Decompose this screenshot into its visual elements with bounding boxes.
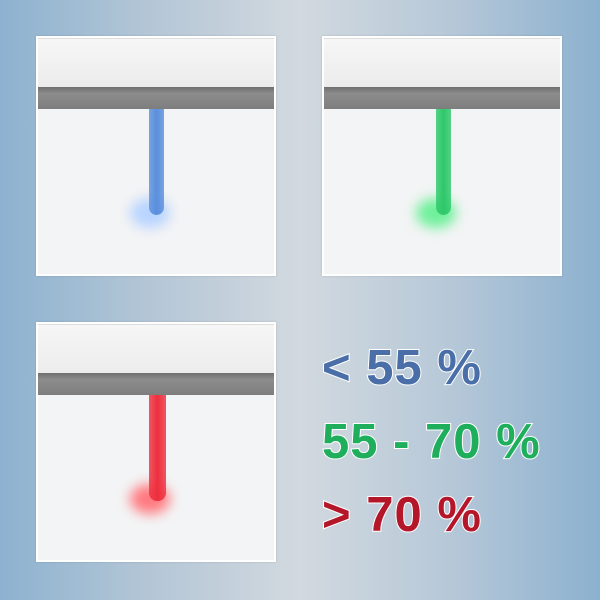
gray-bar bbox=[38, 87, 274, 109]
legend-mid: 55 - 70 % bbox=[321, 414, 541, 470]
green-tube bbox=[436, 109, 451, 215]
legend-low: < 55 % bbox=[321, 340, 482, 396]
gray-bar bbox=[324, 87, 560, 109]
legend-high: > 70 % bbox=[321, 487, 482, 543]
gray-bar bbox=[38, 373, 274, 395]
panel-green-indicator bbox=[322, 36, 562, 276]
panel-top bbox=[38, 38, 274, 88]
blue-tube bbox=[149, 109, 164, 215]
panel-red-indicator bbox=[36, 322, 276, 562]
panel-blue-indicator bbox=[36, 36, 276, 276]
red-tube bbox=[149, 395, 166, 501]
panel-top bbox=[324, 38, 560, 88]
panel-top bbox=[38, 324, 274, 374]
